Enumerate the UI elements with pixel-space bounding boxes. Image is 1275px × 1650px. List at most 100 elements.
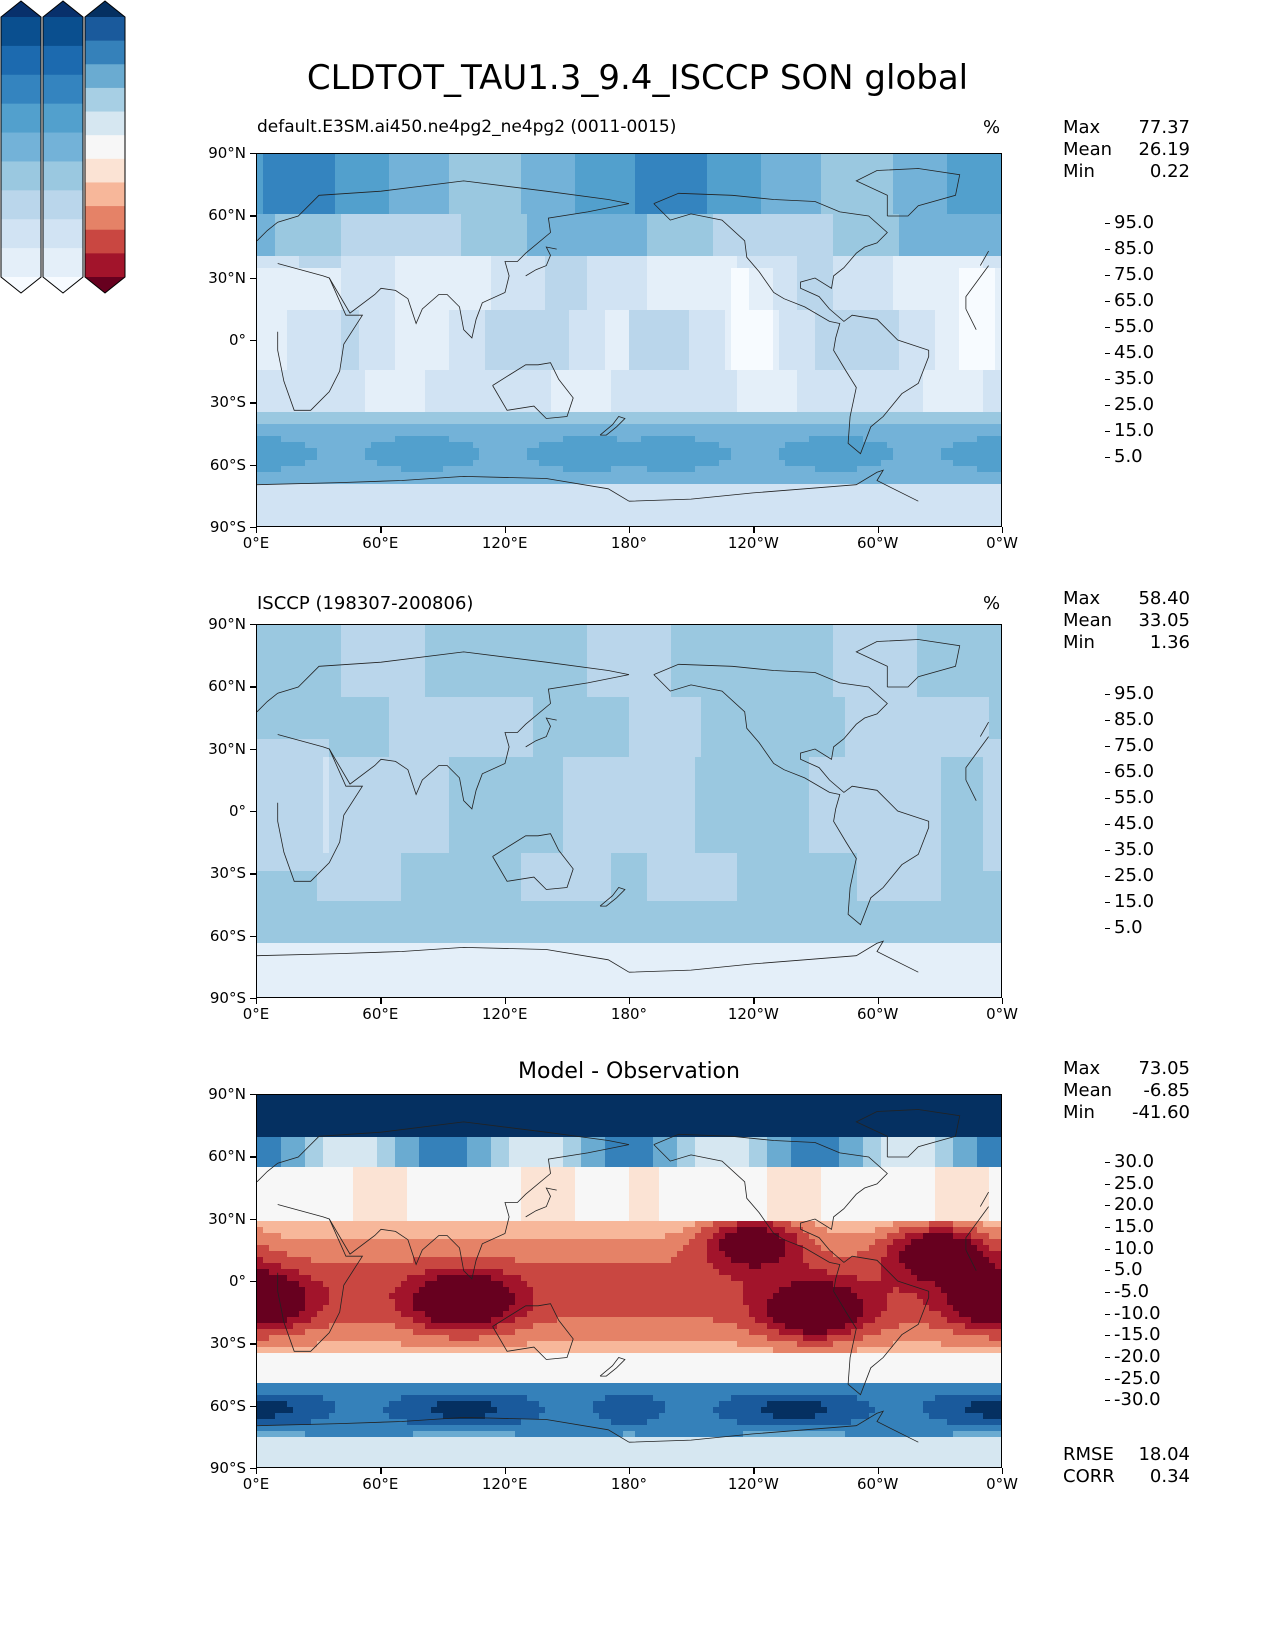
colorbar-tick-label: -5.0 (1114, 1281, 1149, 1302)
stats-block: Max 58.40 Mean 33.05 Min 1.36 (1063, 588, 1190, 654)
colorbar-segment (85, 135, 125, 160)
rmse-value: 18.04 (1138, 1444, 1190, 1466)
stat-max-label: Max (1063, 1058, 1100, 1080)
colorbar-tick-mark (1105, 1161, 1110, 1163)
lat-tick-mark (250, 527, 256, 529)
lat-tick-label: 30°S (186, 865, 246, 881)
lon-tick-mark (504, 1468, 506, 1474)
lon-tick-label: 180° (611, 1006, 647, 1022)
lat-tick-mark (250, 624, 256, 626)
colorbar-segment (85, 253, 125, 278)
lat-tick-mark (250, 998, 256, 1000)
lon-tick-mark (1002, 527, 1004, 533)
lon-tick-mark (753, 998, 755, 1004)
lat-tick-mark (250, 215, 256, 217)
colorbar-segment (85, 64, 125, 89)
stat-mean-value: -6.85 (1143, 1080, 1190, 1102)
cloud-fraction-map (257, 154, 1001, 526)
lon-tick-mark (380, 527, 382, 533)
colorbar-extend-max (43, 1, 83, 17)
colorbar-tick-mark (1105, 694, 1110, 695)
colorbar-tick-mark (1105, 301, 1110, 302)
colorbar-tick-mark (1105, 223, 1110, 224)
colorbar-tick-mark (1105, 1356, 1110, 1358)
colorbar-segment (1, 17, 41, 47)
colorbar-tick-label: 15.0 (1114, 1216, 1154, 1237)
lat-tick-label: 0° (186, 1273, 246, 1289)
lon-tick-label: 60°W (857, 535, 898, 551)
lat-tick-mark (250, 935, 256, 937)
corr-value: 0.34 (1150, 1466, 1190, 1488)
lat-tick-label: 90°S (186, 990, 246, 1006)
lat-tick-label: 90°N (186, 616, 246, 632)
lat-tick-label: 60°S (186, 1398, 246, 1414)
lat-tick-mark (250, 277, 256, 279)
lon-tick-label: 0°W (986, 1476, 1018, 1492)
colorbar-segment (1, 248, 41, 278)
colorbar-tick-mark (1105, 1313, 1110, 1315)
colorbar-tick-label: 10.0 (1114, 1238, 1154, 1259)
colorbar-tick-mark (1105, 720, 1110, 721)
stat-mean-label: Mean (1063, 139, 1112, 161)
colorbar-segment (85, 182, 125, 207)
colorbar-tick-label: 55.0 (1114, 788, 1154, 808)
colorbar-tick-mark (1105, 1183, 1110, 1185)
colorbar-segment (1, 74, 41, 105)
colorbar-segment (1, 190, 41, 220)
lon-tick-label: 0°W (986, 1006, 1018, 1022)
lon-tick-mark (877, 998, 879, 1004)
colorbar-tick-mark (1105, 798, 1110, 799)
colorbar-tick-mark (1105, 1335, 1110, 1337)
colorbar-segment (85, 229, 125, 254)
colorbar-tick-label: 85.0 (1114, 710, 1154, 730)
lat-tick-label: 60°N (186, 678, 246, 694)
stat-min-label: Min (1063, 632, 1095, 654)
lat-tick-mark (250, 1405, 256, 1407)
colorbar-outline (84, 0, 126, 294)
panel-title: Model - Observation (256, 1059, 1002, 1085)
stat-min-label: Min (1063, 1102, 1095, 1124)
cloud-fraction-map (257, 625, 1001, 997)
stat-max-value: 58.40 (1138, 588, 1190, 610)
colorbar-tick-label: 5.0 (1114, 447, 1143, 467)
lon-tick-label: 0°E (243, 1006, 270, 1022)
colorbar-svg (0, 0, 42, 294)
map-plot (256, 153, 1002, 527)
colorbar-segment (43, 74, 83, 105)
colorbar-tick-label: 95.0 (1114, 213, 1154, 233)
lon-tick-mark (504, 527, 506, 533)
colorbar-tick-label: 30.0 (1114, 1151, 1154, 1172)
lon-tick-label: 120°W (728, 535, 779, 551)
colorbar-tick-mark (1105, 405, 1110, 406)
lon-tick-label: 60°E (362, 1476, 398, 1492)
lat-tick-mark (250, 1094, 256, 1096)
colorbar-tick-label: -10.0 (1114, 1303, 1161, 1324)
colorbar-segment (1, 219, 41, 249)
colorbar-tick-mark (1105, 379, 1110, 380)
map-plot (256, 1094, 1002, 1468)
lon-tick-mark (380, 1468, 382, 1474)
colorbar-segment (85, 111, 125, 136)
difference-map (257, 1095, 1001, 1467)
colorbar-outline (0, 0, 42, 294)
colorbar-segment (43, 248, 83, 278)
stat-mean-value: 26.19 (1138, 139, 1190, 161)
lat-tick-mark (250, 1468, 256, 1470)
lat-tick-mark (250, 1156, 256, 1158)
colorbar-tick-label: 65.0 (1114, 291, 1154, 311)
lat-tick-mark (250, 402, 256, 404)
colorbar-extend-min (1, 277, 41, 293)
panel-title: ISCCP (198307-200806) (257, 593, 473, 615)
colorbar-extend-min (43, 277, 83, 293)
lon-tick-mark (256, 527, 258, 533)
rmse-label: RMSE (1063, 1444, 1114, 1466)
stat-min-label: Min (1063, 161, 1095, 183)
lat-tick-label: 30°S (186, 394, 246, 410)
lon-tick-label: 180° (611, 1476, 647, 1492)
lat-tick-label: 0° (186, 332, 246, 348)
lat-tick-mark (250, 1218, 256, 1220)
colorbar-segment (43, 45, 83, 76)
lon-tick-label: 120°E (482, 1006, 528, 1022)
lat-tick-mark (250, 748, 256, 750)
lon-tick-mark (753, 1468, 755, 1474)
